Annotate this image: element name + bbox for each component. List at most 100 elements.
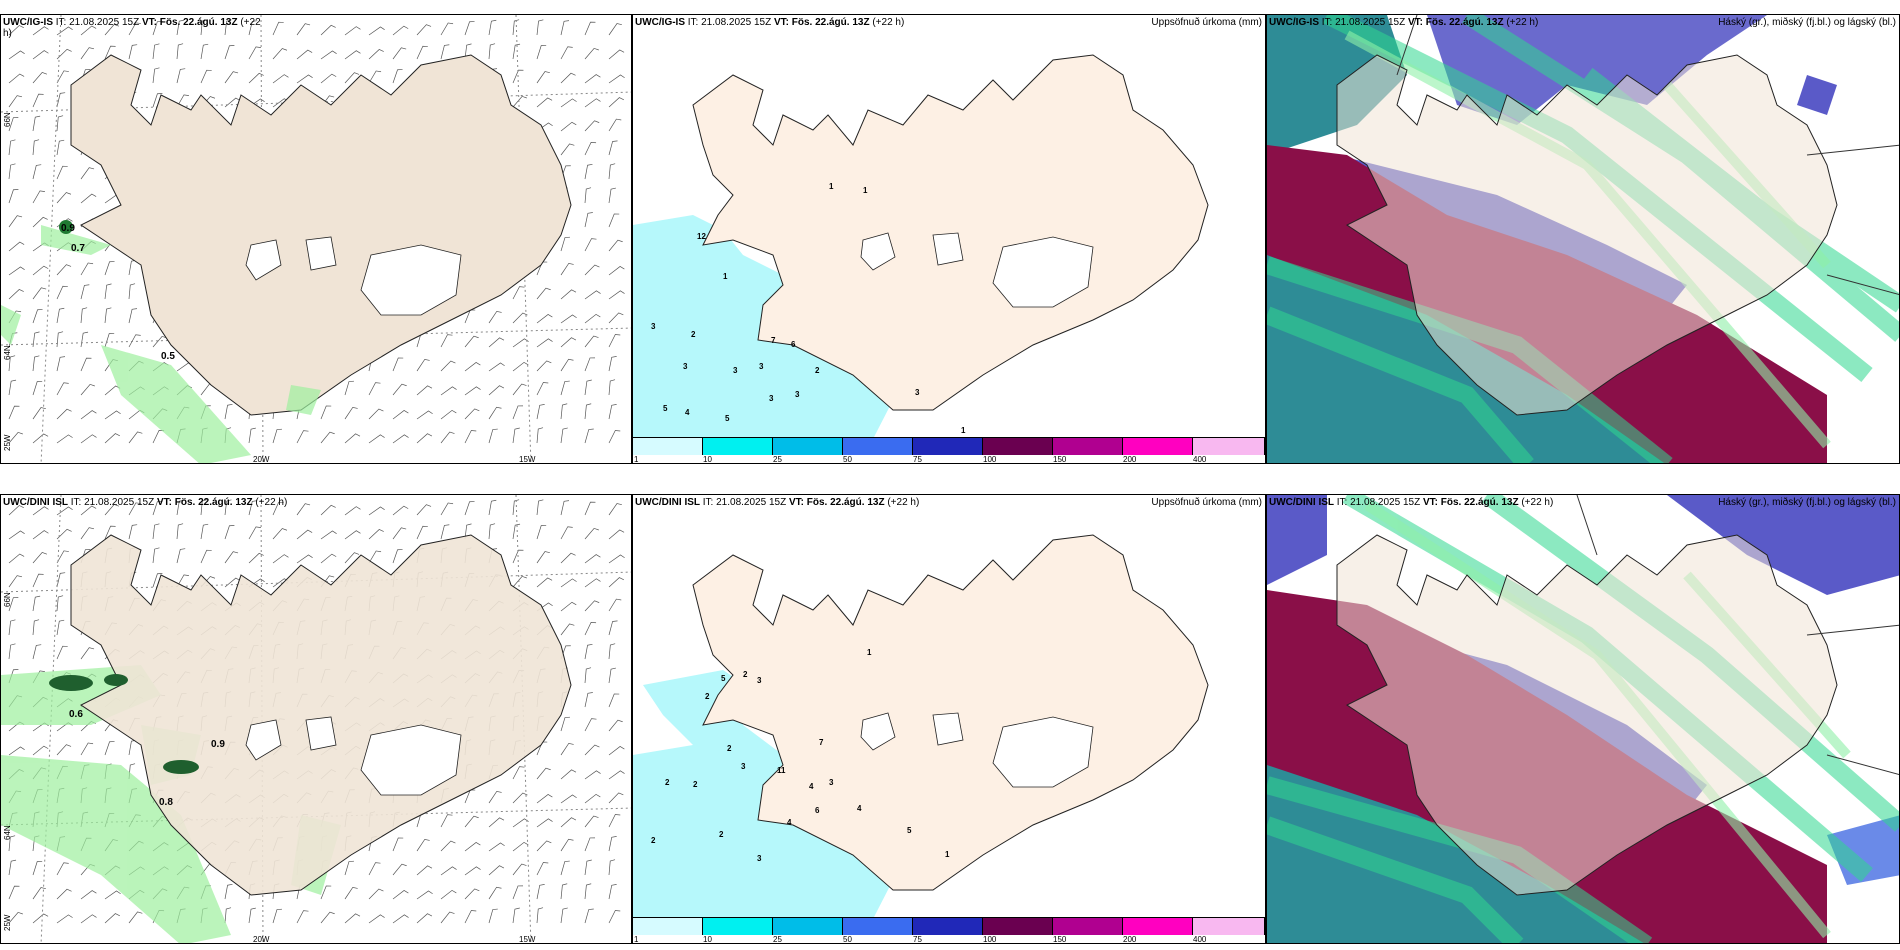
precip-label: 4 bbox=[809, 782, 814, 791]
precip-map-panel-top: 12 1 1 1 3 2 3 3 3 2 3 7 6 5 4 5 3 3 1 U… bbox=[632, 14, 1266, 464]
wind-label: 0.8 bbox=[159, 797, 173, 808]
precip-label: 1 bbox=[723, 272, 728, 281]
colorbar-tick: 1 bbox=[634, 935, 639, 944]
iceland-land bbox=[70, 54, 572, 416]
panel-title: Háský (gr.), miðský (fj.bl.) og lágský (… bbox=[1718, 17, 1896, 28]
colorbar-swatch bbox=[633, 917, 703, 935]
colorbar-swatch bbox=[773, 437, 843, 455]
colorbar: 1 10 25 50 75 100 150 200 400 bbox=[633, 437, 1265, 463]
precip-label: 2 bbox=[727, 744, 732, 753]
colorbar-tick: 25 bbox=[773, 935, 782, 944]
colorbar-swatch bbox=[773, 917, 843, 935]
precip-label: 3 bbox=[757, 676, 762, 685]
colorbar: 1 10 25 50 75 100 150 200 400 bbox=[633, 917, 1265, 943]
colorbar-tick: 50 bbox=[843, 935, 852, 944]
wind-map-panel-bottom: 0.6 0.9 0.8 UWC/DINI ISL IT: 21.08.2025 … bbox=[0, 494, 632, 944]
precip-label: 3 bbox=[733, 366, 738, 375]
colorbar-swatch bbox=[983, 437, 1053, 455]
precip-label: 1 bbox=[829, 182, 834, 191]
precip-label: 3 bbox=[759, 362, 764, 371]
colorbar-swatch bbox=[1123, 917, 1193, 935]
colorbar-tick: 100 bbox=[983, 935, 997, 944]
precip-label: 2 bbox=[705, 692, 710, 701]
precip-label: 5 bbox=[907, 826, 912, 835]
cloud-map-panel-bottom: UWC/DINI ISL IT: 21.08.2025 15Z VT: Fös.… bbox=[1266, 494, 1900, 944]
precip-label: 3 bbox=[769, 394, 774, 403]
wind-label: 0.5 bbox=[161, 351, 175, 362]
precip-label: 1 bbox=[867, 648, 872, 657]
wind-map-panel-top: 0.9 0.7 0.5 UWC/IG-IS IT: 21.08.2025 15Z… bbox=[0, 14, 632, 464]
precip-label: 4 bbox=[787, 818, 792, 827]
colorbar-swatch bbox=[913, 437, 983, 455]
colorbar-swatch bbox=[913, 917, 983, 935]
colorbar-swatch bbox=[1123, 437, 1193, 455]
lat-label: 66N bbox=[3, 112, 12, 127]
colorbar-tick: 75 bbox=[913, 935, 922, 944]
lat-label: 64N bbox=[3, 345, 12, 360]
colorbar-swatch bbox=[633, 437, 703, 455]
cloud-map-bottom bbox=[1267, 495, 1899, 943]
colorbar-swatch bbox=[1053, 917, 1123, 935]
colorbar-tick: 150 bbox=[1053, 455, 1067, 464]
wind-label: 0.7 bbox=[71, 243, 85, 254]
precip-label: 2 bbox=[693, 780, 698, 789]
precip-label: 7 bbox=[771, 336, 776, 345]
precip-label: 11 bbox=[777, 766, 786, 775]
wind-label: 0.9 bbox=[211, 739, 225, 750]
colorbar-tick: 200 bbox=[1123, 455, 1137, 464]
precip-map-top: 12 1 1 1 3 2 3 3 3 2 3 7 6 5 4 5 3 3 1 bbox=[633, 54, 1209, 439]
precip-label: 3 bbox=[683, 362, 688, 371]
precip-label: 2 bbox=[665, 778, 670, 787]
colorbar-tick: 50 bbox=[843, 455, 852, 464]
precip-label: 3 bbox=[915, 388, 920, 397]
colorbar-tick: 100 bbox=[983, 455, 997, 464]
precip-label: 5 bbox=[721, 674, 726, 683]
colorbar-tick: 10 bbox=[703, 935, 712, 944]
precip-label: 1 bbox=[863, 186, 868, 195]
lon-label: 20W bbox=[253, 455, 270, 464]
precip-label: 3 bbox=[651, 322, 656, 331]
cloud-map-top bbox=[1267, 15, 1899, 463]
lon-label: 25W bbox=[3, 434, 12, 451]
colorbar-swatch bbox=[1193, 917, 1265, 935]
precip-label: 4 bbox=[857, 804, 862, 813]
colorbar-tick: 150 bbox=[1053, 935, 1067, 944]
wind-label: 0.9 bbox=[61, 223, 75, 234]
colorbar-tick: 400 bbox=[1193, 935, 1207, 944]
wind-map-top: 0.9 0.7 0.5 bbox=[1, 15, 631, 463]
precip-label: 5 bbox=[725, 414, 730, 423]
colorbar-swatch bbox=[703, 437, 773, 455]
precip-map-bottom: 1 5 2 3 2 2 3 11 7 2 2 4 3 6 4 4 5 2 2 3… bbox=[633, 534, 1209, 919]
precip-label: 7 bbox=[819, 738, 824, 747]
panel-title: Uppsöfnuð úrkoma (mm) bbox=[1151, 17, 1262, 28]
colorbar-tick: 1 bbox=[634, 455, 639, 464]
panel-header: UWC/DINI ISL IT: 21.08.2025 15Z VT: Fös.… bbox=[3, 497, 288, 508]
lon-label: 15W bbox=[519, 935, 536, 944]
precip-label: 2 bbox=[743, 670, 748, 679]
lon-label: 25W bbox=[3, 914, 12, 931]
wind-label: 0.6 bbox=[69, 709, 83, 720]
colorbar-tick: 25 bbox=[773, 455, 782, 464]
lon-label: 15W bbox=[519, 455, 536, 464]
colorbar-swatch bbox=[703, 917, 773, 935]
precip-label: 3 bbox=[795, 390, 800, 399]
panel-header: UWC/DINI ISL IT: 21.08.2025 15Z VT: Fös.… bbox=[635, 497, 920, 508]
precip-label: 6 bbox=[791, 340, 796, 349]
colorbar-tick: 200 bbox=[1123, 935, 1137, 944]
precip-label: 2 bbox=[815, 366, 820, 375]
cloud-map-panel-top: UWC/IG-IS IT: 21.08.2025 15Z VT: Fös. 22… bbox=[1266, 14, 1900, 464]
colorbar-swatch bbox=[843, 437, 913, 455]
colorbar-swatch bbox=[983, 917, 1053, 935]
precip-label: 2 bbox=[691, 330, 696, 339]
precip-label: 2 bbox=[651, 836, 656, 845]
panel-title: Uppsöfnuð úrkoma (mm) bbox=[1151, 497, 1262, 508]
panel-header: UWC/DINI ISL IT: 21.08.2025 15Z VT: Fös.… bbox=[1269, 497, 1554, 508]
lat-label: 66N bbox=[3, 592, 12, 607]
colorbar-swatch bbox=[1193, 437, 1265, 455]
precip-label: 1 bbox=[961, 426, 966, 435]
precip-label: 5 bbox=[663, 404, 668, 413]
precip-label: 2 bbox=[719, 830, 724, 839]
panel-header: UWC/IG-IS IT: 21.08.2025 15Z VT: Fös. 22… bbox=[635, 17, 905, 28]
lon-label: 20W bbox=[253, 935, 270, 944]
panel-header: UWC/IG-IS IT: 21.08.2025 15Z VT: Fös. 22… bbox=[3, 17, 261, 39]
